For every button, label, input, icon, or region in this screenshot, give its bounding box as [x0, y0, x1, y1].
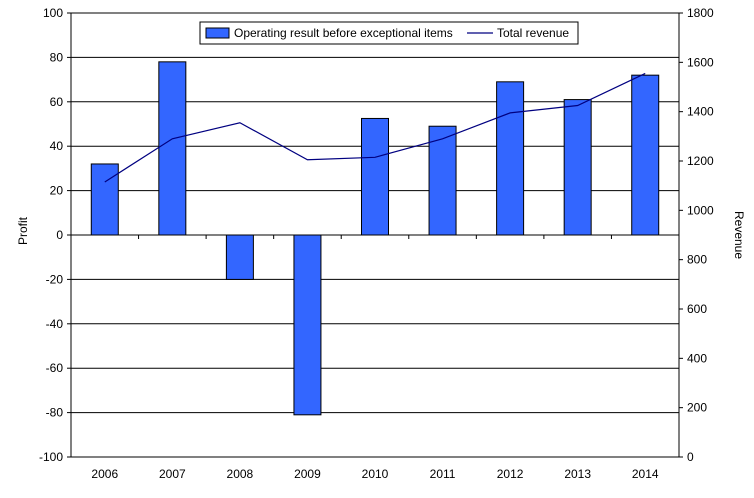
right-tick-label: 600 [687, 302, 707, 316]
left-tick-label: -20 [46, 272, 64, 286]
y-axis-title: Profit [16, 216, 30, 245]
right-tick-label: 1600 [687, 55, 714, 69]
revenue-line [104, 72, 646, 183]
legend-label-operating-result: Operating result before exceptional item… [234, 26, 453, 40]
right-tick-label: 0 [687, 450, 694, 464]
category-tick-marks [70, 235, 680, 239]
bar-2006 [90, 163, 119, 236]
left-tick-label: 20 [50, 184, 64, 198]
bar-2007 [158, 61, 187, 236]
left-tick-label: -60 [46, 361, 64, 375]
x-tick-label: 2014 [632, 467, 659, 481]
bar-2013 [563, 99, 592, 236]
left-tick-label: -80 [46, 406, 64, 420]
left-tick-label: 40 [50, 139, 64, 153]
right-axis-ticks: 1800 1600 1400 1200 1000 800 600 400 200 0 [679, 6, 714, 464]
x-tick-label: 2008 [227, 467, 254, 481]
left-tick-label: 0 [56, 228, 63, 242]
x-tick-label: 2010 [362, 467, 389, 481]
legend-swatch-bar [205, 27, 230, 39]
right-tick-label: 1200 [687, 154, 714, 168]
right-tick-label: 1400 [687, 105, 714, 119]
right-tick-label: 400 [687, 351, 707, 365]
x-tick-label: 2013 [564, 467, 591, 481]
right-tick-label: 200 [687, 401, 707, 415]
left-tick-label: 80 [50, 50, 64, 64]
bar-2009 [293, 234, 322, 416]
bar-2010 [361, 117, 389, 236]
legend-label-total-revenue: Total revenue [497, 26, 569, 40]
bar-2012 [496, 81, 525, 236]
right-tick-label: 1800 [687, 6, 714, 20]
x-tick-label: 2006 [91, 467, 118, 481]
legend: Operating result before exceptional item… [199, 21, 579, 45]
bar-2008 [225, 234, 254, 280]
right-tick-label: 1000 [687, 203, 714, 217]
x-axis-ticks: 2006 2007 2008 2009 2010 2011 2012 2013 2014 [91, 467, 658, 481]
left-tick-label: -40 [46, 317, 64, 331]
left-axis-ticks: 100 80 60 40 20 0 -20 -40 -60 -80 -100 [39, 6, 71, 464]
right-tick-label: 800 [687, 253, 707, 267]
x-tick-label: 2007 [159, 467, 186, 481]
left-tick-label: -100 [39, 450, 63, 464]
bar-2014 [631, 74, 660, 236]
bar-series [90, 61, 660, 416]
x-tick-label: 2011 [430, 467, 456, 481]
y2-axis-title: Revenue [732, 211, 746, 259]
left-tick-label: 60 [50, 95, 64, 109]
left-tick-label: 100 [43, 6, 63, 20]
legend-box [199, 21, 579, 45]
bar-2011 [428, 125, 457, 236]
x-tick-label: 2012 [497, 467, 524, 481]
x-tick-label: 2009 [294, 467, 321, 481]
